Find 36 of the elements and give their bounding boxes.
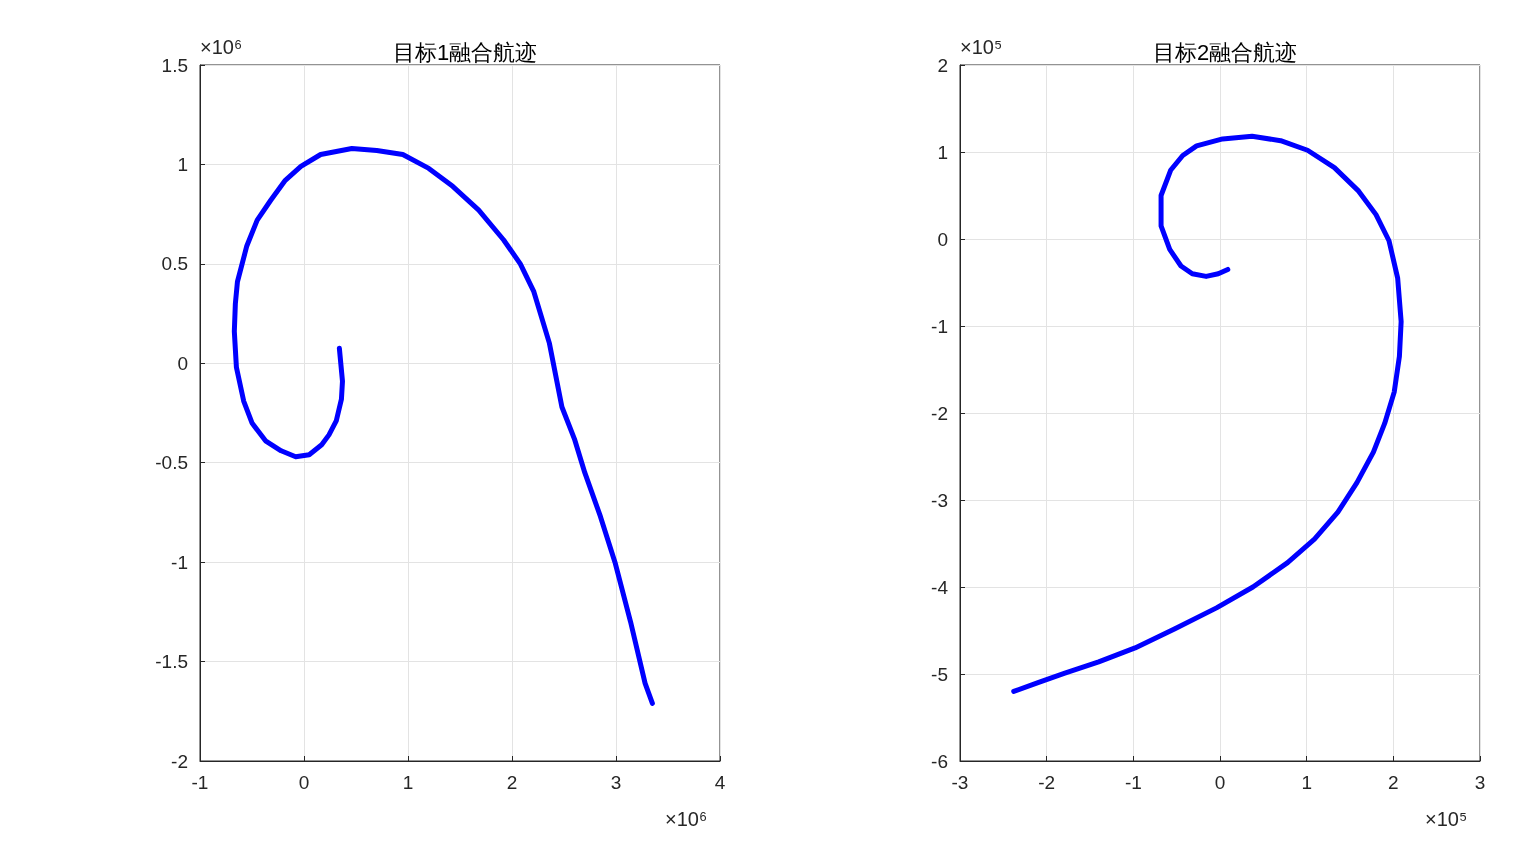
y-tick-label: -4 xyxy=(931,576,949,598)
x-tick-label: 3 xyxy=(1474,772,1486,793)
y-tick-label: -2 xyxy=(931,402,948,424)
y-tick-label: -3 xyxy=(931,489,948,511)
x-tick-label: 1 xyxy=(402,772,414,793)
y-tick-label: 0.5 xyxy=(161,253,188,275)
y-tick-label: -5 xyxy=(931,663,948,685)
x-tick-label: -1 xyxy=(191,772,209,793)
text: ×10⁵ xyxy=(1425,808,1468,830)
x-tick-label: 2 xyxy=(506,772,518,793)
x-tick-label: 2 xyxy=(1388,772,1399,793)
text: ×10⁶ xyxy=(200,36,243,58)
y-tick-label: 2 xyxy=(937,54,948,76)
y-tick-label: -1 xyxy=(171,551,188,573)
x-tick-label: 3 xyxy=(610,772,622,793)
y-tick-label: 1.5 xyxy=(161,54,188,76)
x-tick-label: 0 xyxy=(1214,772,1226,793)
chart-title: 目标1融合航迹 xyxy=(392,39,538,65)
x-tick-label: -2 xyxy=(1038,772,1056,793)
chart-title: 目标2融合航迹 xyxy=(1152,39,1298,65)
text: ×10⁶ xyxy=(665,808,708,830)
y-tick-label: 0 xyxy=(177,352,188,374)
x-tick-label: 1 xyxy=(1301,772,1312,793)
y-tick-label: 0 xyxy=(937,228,948,250)
x-tick-label: -3 xyxy=(951,772,969,793)
y-tick-label: -1.5 xyxy=(155,651,188,673)
y-tick-label: 1 xyxy=(937,141,948,163)
y-tick-label: -0.5 xyxy=(155,452,188,474)
x-tick-label: 0 xyxy=(298,772,310,793)
y-tick-label: -1 xyxy=(931,315,948,337)
x-tick-label: 4 xyxy=(714,772,726,793)
y-tick-label: 1 xyxy=(177,153,188,175)
text: ×10⁵ xyxy=(960,36,1003,58)
y-tick-label: -2 xyxy=(171,750,188,772)
y-tick-label: -6 xyxy=(931,750,948,772)
x-tick-label: -1 xyxy=(1124,772,1142,793)
